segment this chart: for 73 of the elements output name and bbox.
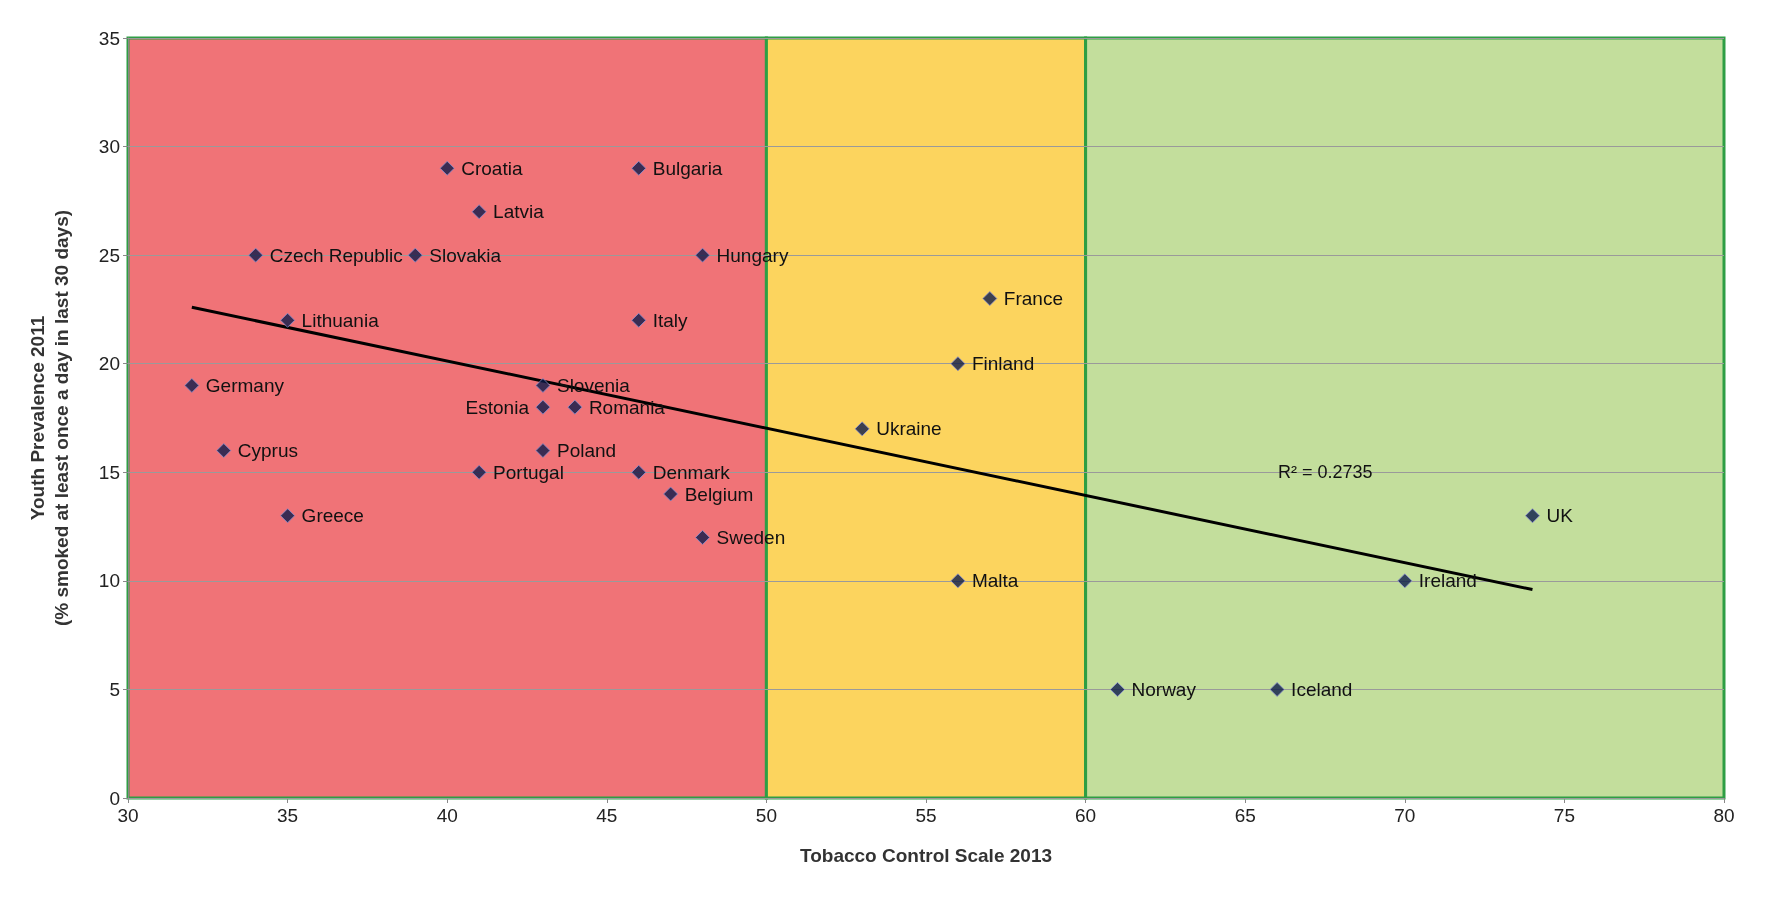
point <box>535 399 551 415</box>
x-axis-title: Tobacco Control Scale 2013 <box>799 845 1053 866</box>
point <box>535 443 551 459</box>
annotation: Romania <box>588 396 666 418</box>
y-tick-label: 0 <box>109 787 120 809</box>
point <box>471 464 487 480</box>
annotation: Poland <box>556 440 617 462</box>
point <box>1110 681 1126 697</box>
annotation: France <box>1003 288 1063 310</box>
annotation: Portugal <box>493 461 564 483</box>
x-tick-label: 45 <box>596 805 618 826</box>
annotation: Germany <box>205 374 285 396</box>
annotation: Cyprus <box>237 440 298 462</box>
x-tick-label: 40 <box>436 805 458 826</box>
annotation: Czech Republic <box>269 244 403 266</box>
y-tick-label: 35 <box>98 27 120 49</box>
point <box>631 464 647 480</box>
annotation: Lithuania <box>301 309 380 331</box>
annotation: Slovakia <box>429 244 502 266</box>
annotation: Iceland <box>1291 678 1353 700</box>
y-tick-label: 10 <box>98 570 120 592</box>
point <box>854 421 870 437</box>
annotation: Belgium <box>684 483 754 505</box>
y-tick-label: 30 <box>98 136 120 158</box>
annotation: Estonia <box>465 396 530 418</box>
point <box>1269 681 1285 697</box>
x-tick-label: 55 <box>915 805 937 826</box>
point <box>248 247 264 263</box>
point <box>280 508 296 524</box>
y-axis-title: Youth Prevalence 2011 (% smoked at least once a day in last 30 days) <box>26 209 72 627</box>
annotation: Ukraine <box>876 418 942 440</box>
point <box>950 356 966 372</box>
x-tick-label: 75 <box>1553 805 1575 826</box>
y-tick-label: 20 <box>98 353 120 375</box>
y-tick-label: 15 <box>98 461 120 483</box>
y-tick-label: 5 <box>109 678 120 700</box>
point <box>982 291 998 307</box>
point <box>439 160 455 176</box>
annotation: Finland <box>971 353 1035 375</box>
point <box>471 204 487 220</box>
point <box>567 399 583 415</box>
annotation: Slovenia <box>556 374 631 396</box>
point <box>1397 573 1413 589</box>
x-tick-label: 60 <box>1075 805 1097 826</box>
x-tick-label: 80 <box>1713 805 1735 826</box>
x-tick-label: 65 <box>1234 805 1256 826</box>
x-tick-label: 35 <box>277 805 299 826</box>
point <box>216 443 232 459</box>
annotation: Bulgaria <box>652 157 723 179</box>
annotation: Latvia <box>493 201 545 223</box>
point <box>695 247 711 263</box>
point <box>1524 508 1540 524</box>
annotation: Ireland <box>1418 570 1477 592</box>
annotation: Norway <box>1131 678 1197 700</box>
annotation: UK <box>1546 505 1574 527</box>
point <box>280 312 296 328</box>
point <box>663 486 679 502</box>
point <box>950 573 966 589</box>
annotation: Greece <box>301 505 364 527</box>
annotation: Croatia <box>461 157 523 179</box>
point <box>631 160 647 176</box>
y-tick-label: 25 <box>98 244 120 266</box>
point <box>535 377 551 393</box>
point <box>407 247 423 263</box>
point <box>695 529 711 545</box>
annotation: R² = 0.2735 <box>1278 462 1373 482</box>
x-tick-label: 70 <box>1394 805 1416 826</box>
annotation: Italy <box>652 309 689 331</box>
point <box>184 377 200 393</box>
x-tick-label: 50 <box>755 805 777 826</box>
point <box>631 312 647 328</box>
annotation: Denmark <box>652 461 731 483</box>
annotation: Malta <box>971 570 1019 592</box>
